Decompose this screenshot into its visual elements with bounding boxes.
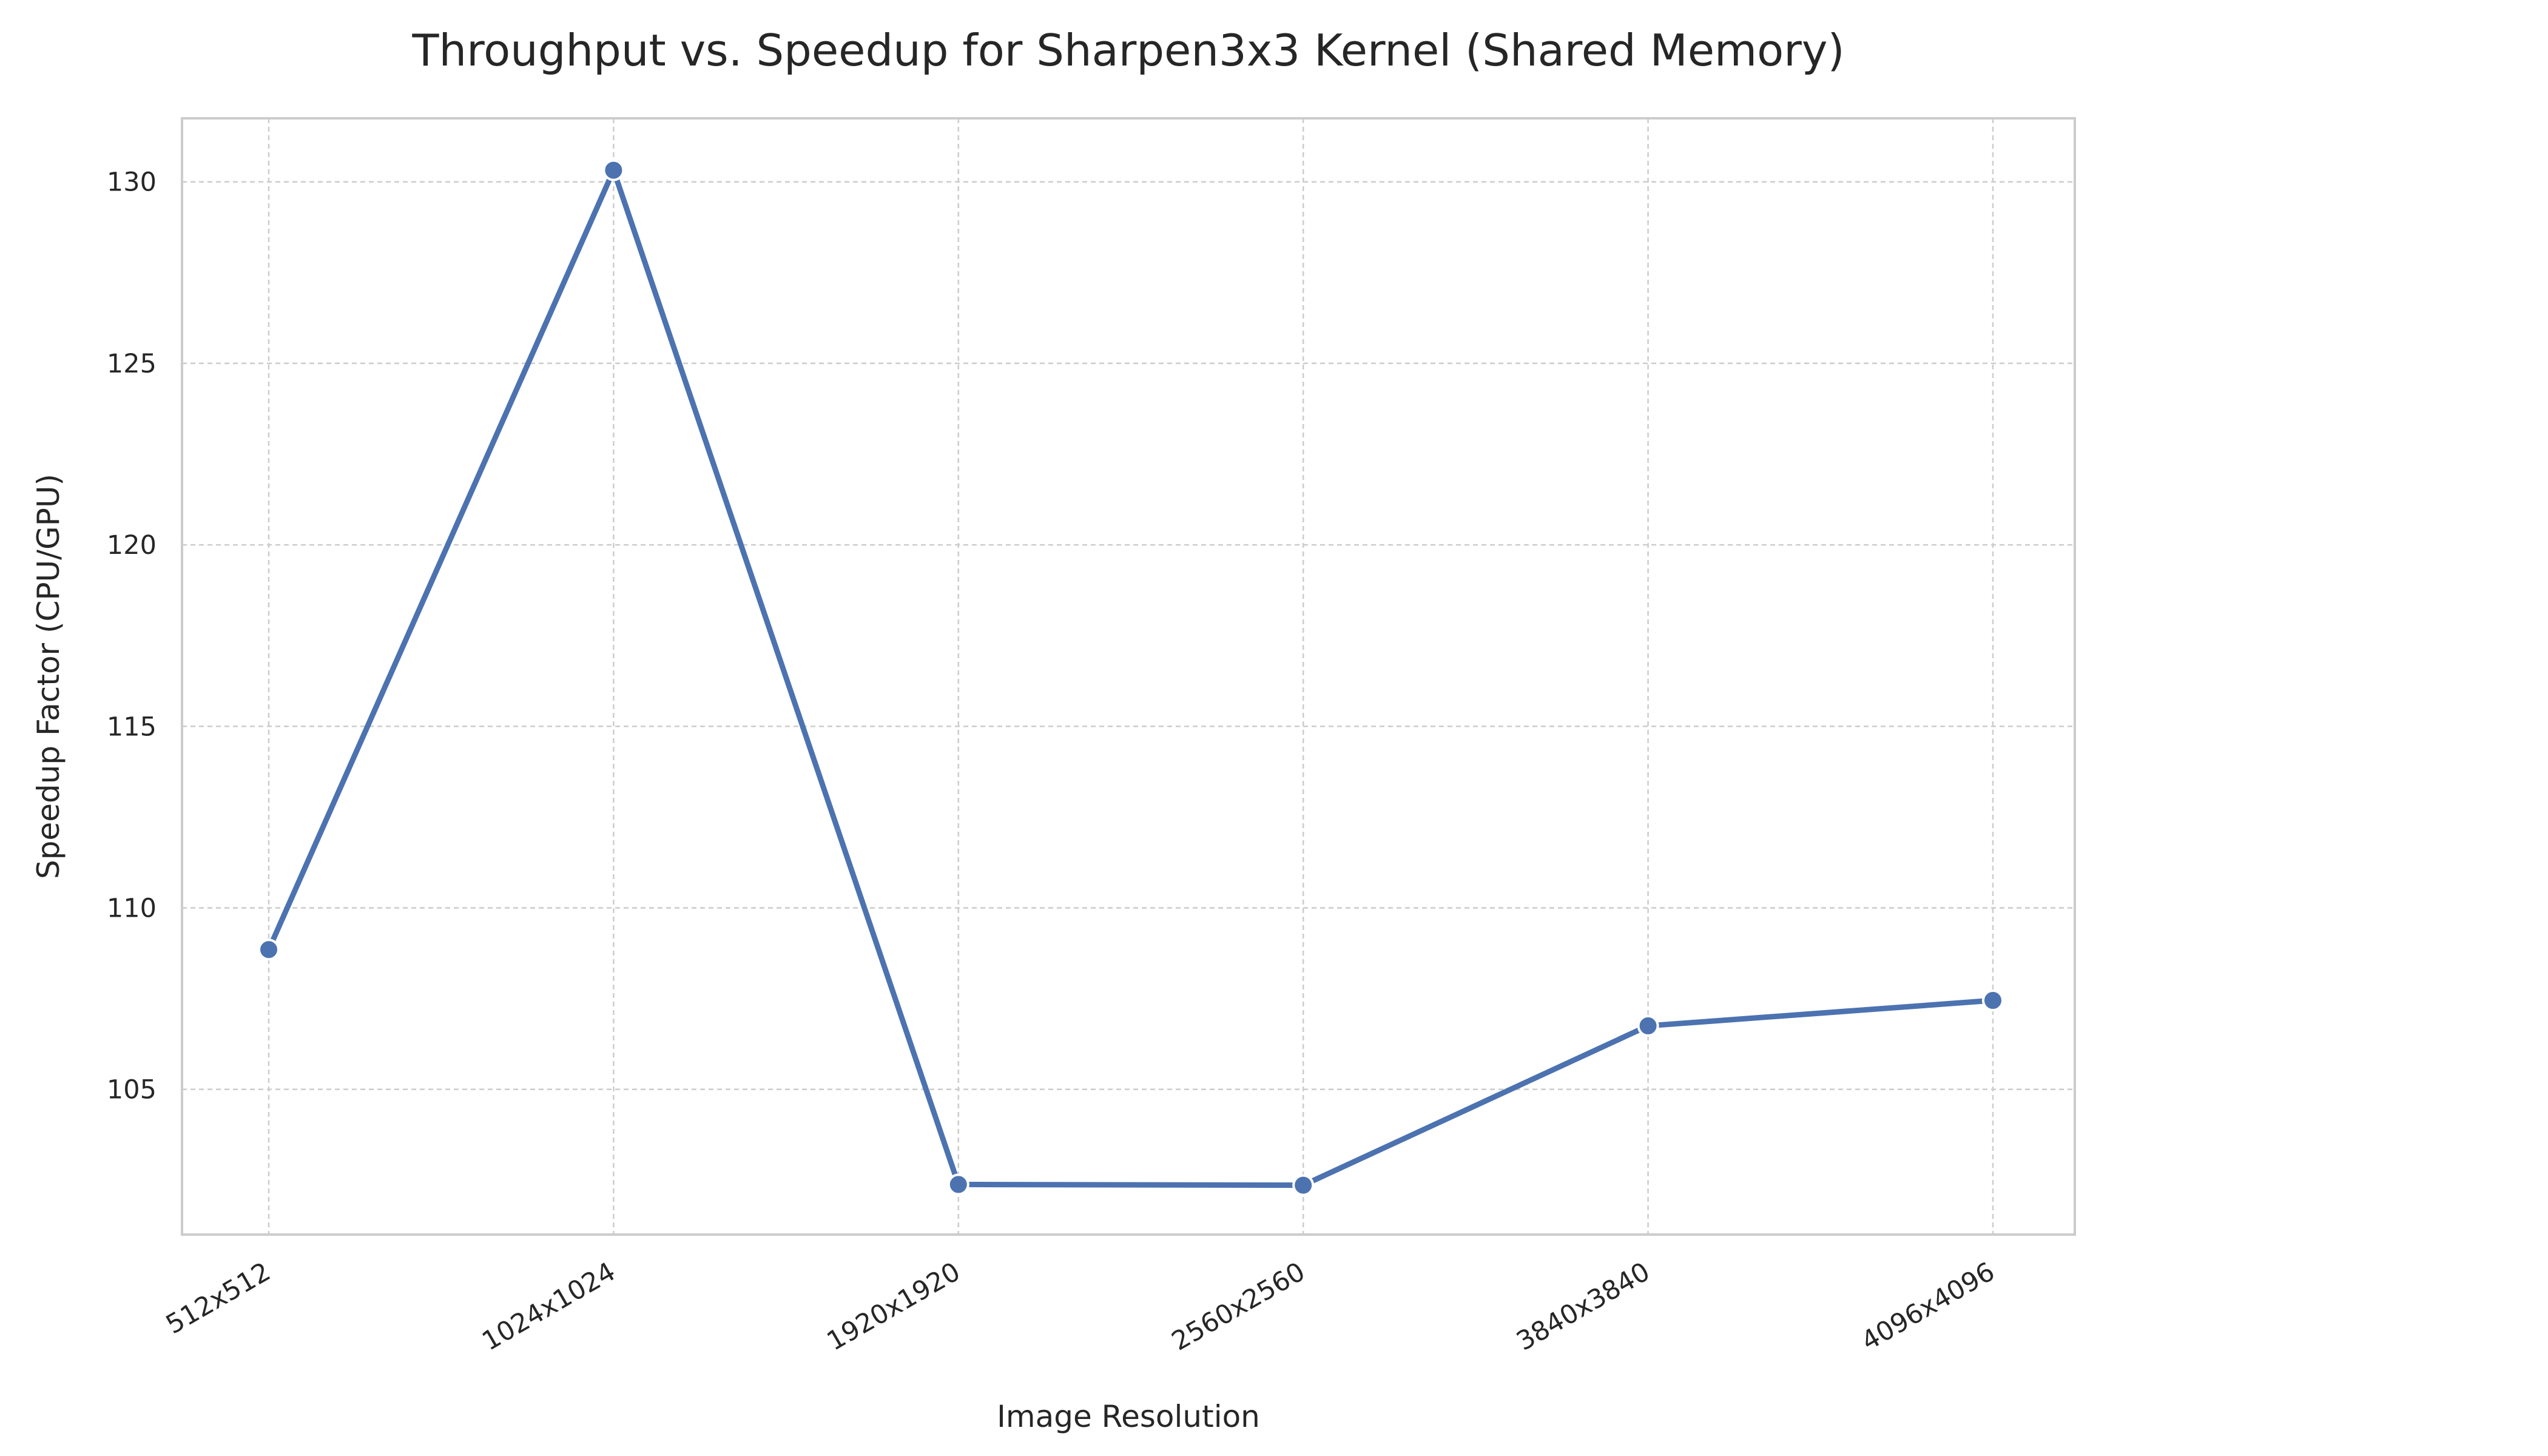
y-tick-label: 115 (107, 712, 157, 742)
x-tick-label: 1920x1920 (822, 1256, 966, 1357)
y-tick-label: 105 (107, 1075, 157, 1105)
x-tick-label: 4096x4096 (1856, 1256, 2000, 1357)
x-tick-label: 512x512 (161, 1256, 275, 1340)
y-tick-label: 125 (107, 349, 157, 379)
data-point (947, 1173, 969, 1196)
y-tick-label: 110 (107, 893, 157, 923)
y-tick-label: 120 (107, 530, 157, 561)
series-layer (258, 159, 2004, 1196)
y-axis-label: Speedup Factor (CPU/GPU) (31, 474, 66, 879)
grid (182, 118, 2075, 1235)
y-tick-labels: 105 110 115 120 125 130 (107, 167, 157, 1105)
x-tick-labels: 512x512 1024x1024 1920x1920 2560x2560 3840x3… (161, 1256, 2000, 1357)
x-axis-label: Image Resolution (997, 1399, 1260, 1434)
y-tick-label: 130 (107, 167, 157, 198)
data-point (1637, 1014, 1659, 1037)
chart-title: Throughput vs. Speedup for Sharpen3x3 Ke… (411, 25, 1844, 76)
x-tick-label: 1024x1024 (477, 1256, 621, 1357)
data-point (1982, 989, 2004, 1012)
data-point (602, 159, 625, 181)
data-point (1292, 1174, 1315, 1196)
plot-frame (181, 117, 2076, 1236)
series-line (266, 167, 1996, 1188)
x-tick-label: 3840x3840 (1512, 1256, 1656, 1357)
data-point (258, 939, 280, 961)
x-tick-label: 2560x2560 (1167, 1256, 1310, 1357)
